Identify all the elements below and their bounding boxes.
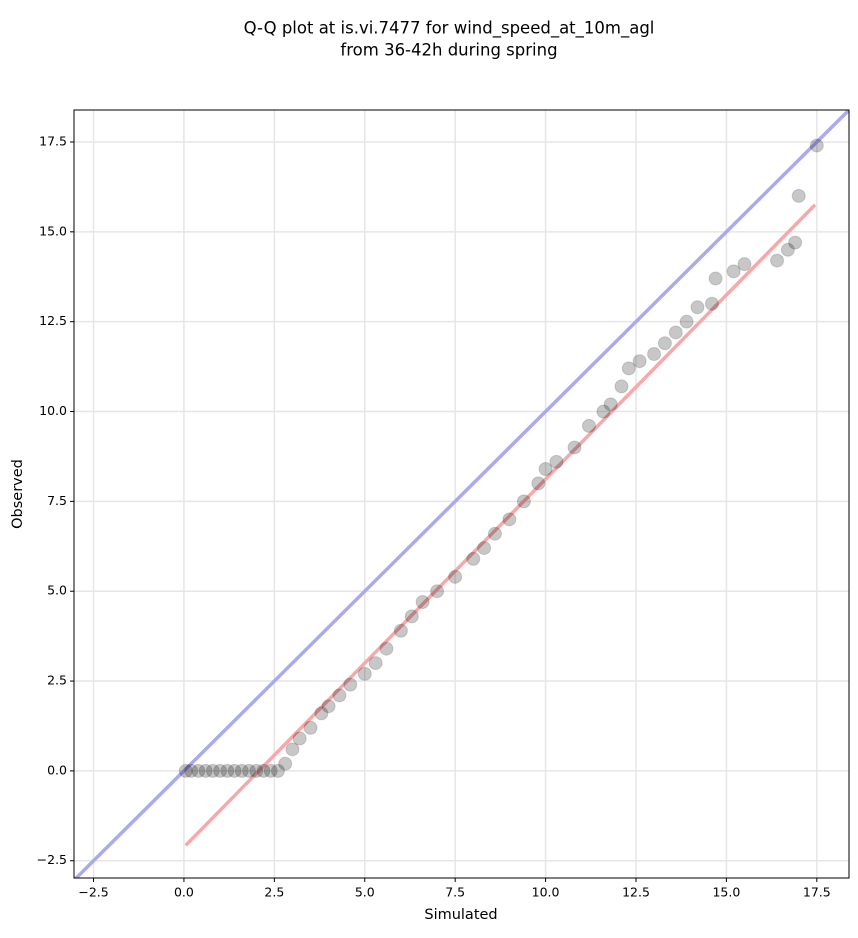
y-tick-label: 10.0	[39, 403, 67, 418]
x-tick-label: 10.0	[532, 885, 560, 900]
point	[581, 418, 596, 433]
point	[466, 551, 481, 566]
y-tick-label: 15.0	[39, 223, 67, 238]
point	[791, 188, 806, 203]
point	[737, 257, 752, 272]
point	[549, 454, 564, 469]
point	[278, 756, 293, 771]
point	[213, 763, 228, 778]
point	[614, 379, 629, 394]
point	[227, 763, 242, 778]
plot-area	[74, 110, 849, 878]
point	[415, 594, 430, 609]
grid	[74, 110, 849, 878]
point	[632, 354, 647, 369]
x-tick-label: 17.5	[803, 885, 831, 900]
point	[788, 235, 803, 250]
x-tick-label: 12.5	[622, 885, 650, 900]
x-tick-label: 0.0	[174, 885, 194, 900]
point	[191, 763, 206, 778]
chart-title: from 36-42h during spring	[340, 41, 557, 60]
point	[205, 763, 220, 778]
point	[647, 347, 662, 362]
point	[502, 512, 517, 527]
y-tick-label: 7.5	[47, 493, 67, 508]
point	[690, 300, 705, 315]
point	[321, 699, 336, 714]
y-tick-label: 2.5	[47, 673, 67, 688]
point	[448, 569, 463, 584]
point	[393, 623, 408, 638]
axes-frame	[73, 109, 850, 879]
x-tick-label: 5.0	[355, 885, 375, 900]
point	[704, 296, 719, 311]
point	[596, 404, 611, 419]
x-tick-label: 2.5	[264, 885, 284, 900]
point	[404, 609, 419, 624]
reference-line	[184, 203, 817, 847]
point	[343, 677, 358, 692]
point	[668, 325, 683, 340]
point	[234, 763, 249, 778]
point	[242, 763, 257, 778]
point	[621, 361, 636, 376]
point	[679, 314, 694, 329]
point	[780, 242, 795, 257]
point	[531, 476, 546, 491]
point	[726, 264, 741, 279]
point	[314, 706, 329, 721]
point	[809, 138, 824, 153]
y-axis-label: Observed	[10, 459, 26, 529]
reference-line	[74, 110, 849, 878]
x-tick-label: 7.5	[445, 885, 465, 900]
point	[516, 494, 531, 509]
point	[270, 763, 285, 778]
point	[292, 731, 307, 746]
point	[263, 763, 278, 778]
y-tick-label: 12.5	[39, 313, 67, 328]
point	[487, 526, 502, 541]
point	[477, 541, 492, 556]
point	[303, 720, 318, 735]
point	[285, 742, 300, 757]
point	[178, 763, 193, 778]
point	[256, 763, 271, 778]
y-tick-label: 0.0	[47, 762, 67, 777]
point	[603, 397, 618, 412]
x-tick-label: −2.5	[78, 885, 108, 900]
x-axis-label: Simulated	[424, 907, 497, 923]
point	[184, 763, 199, 778]
y-tick-label: 17.5	[39, 133, 67, 148]
x-tick-label: 15.0	[712, 885, 740, 900]
point	[249, 763, 264, 778]
point	[430, 584, 445, 599]
point	[770, 253, 785, 268]
point	[368, 656, 383, 671]
y-tick-label: 5.0	[47, 583, 67, 598]
point	[220, 763, 235, 778]
chart-title: Q-Q plot at is.vi.7477 for wind_speed_at…	[244, 19, 655, 39]
point	[567, 440, 582, 455]
y-tick-label: −2.5	[37, 852, 67, 867]
point	[357, 666, 372, 681]
point	[538, 462, 553, 477]
point	[379, 641, 394, 656]
point	[332, 688, 347, 703]
point	[657, 336, 672, 351]
point	[198, 763, 213, 778]
point	[708, 271, 723, 286]
